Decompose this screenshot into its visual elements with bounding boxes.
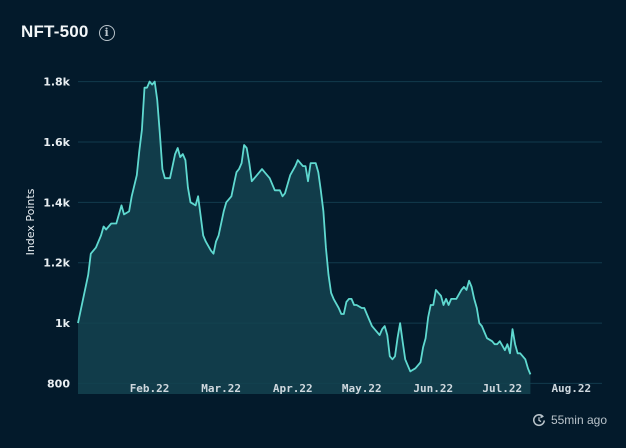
series-area — [78, 81, 531, 394]
series-line — [77, 80, 532, 375]
x-tick-label: Mar.22 — [201, 382, 241, 395]
last-updated: 55min ago — [532, 413, 607, 427]
y-axis-label: Index Points — [24, 188, 37, 255]
chart-header: NFT-500 i — [21, 22, 115, 42]
x-tick-label: Apr.22 — [273, 382, 313, 395]
y-tick-label: 1.6k — [43, 136, 70, 149]
info-icon[interactable]: i — [98, 24, 115, 41]
chart-title: NFT-500 — [21, 22, 89, 41]
updated-label: 55min ago — [550, 413, 607, 427]
x-tick-label: Feb.22 — [130, 382, 170, 395]
y-tick-label: 1.8k — [43, 76, 70, 89]
y-tick-label: 1.2k — [43, 257, 70, 270]
y-axis-ticks: 800 1k 1.2k 1.4k 1.6k 1.8k — [43, 76, 70, 391]
x-tick-label: May.22 — [342, 382, 382, 395]
y-tick-label: 800 — [47, 377, 70, 390]
x-tick-label: Aug.22 — [551, 382, 591, 395]
x-tick-label: Jul.22 — [482, 382, 522, 395]
y-tick-label: 1k — [55, 317, 71, 330]
x-tick-label: Jun.22 — [413, 382, 453, 395]
y-tick-label: 1.4k — [43, 196, 70, 209]
x-axis-ticks: Feb.22 Mar.22 Apr.22 May.22 Jun.22 Jul.22 Aug.… — [130, 382, 592, 395]
refresh-icon[interactable] — [532, 413, 546, 427]
